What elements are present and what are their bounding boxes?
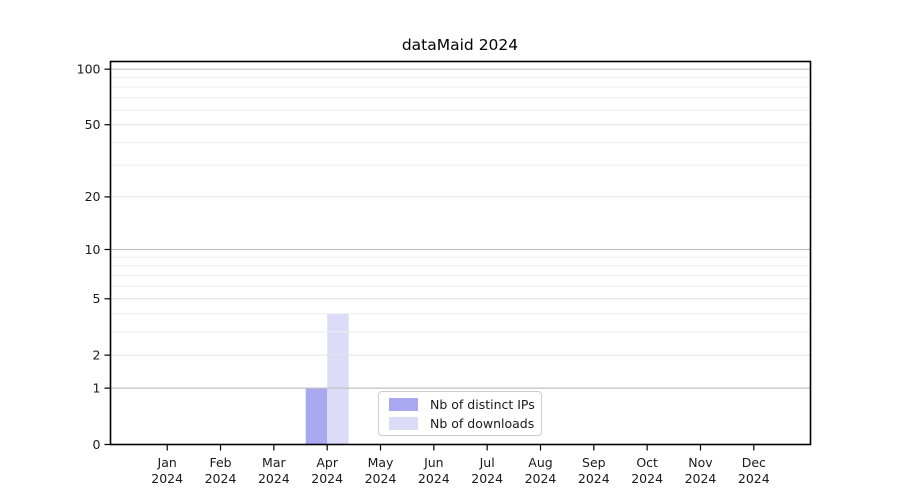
x-tick-label: Nov 2024 — [685, 455, 717, 486]
minor-gridlines — [110, 77, 811, 333]
x-tick-label: Jan 2024 — [151, 455, 183, 486]
x-tick-label: Aug 2024 — [525, 455, 557, 486]
x-tick-label: Oct 2024 — [631, 455, 663, 486]
x-tick-label: May 2024 — [365, 455, 397, 486]
legend-item-distinct-ips: Nb of distinct IPs — [379, 395, 541, 414]
major-gridlines — [110, 68, 811, 389]
y-tick-label: 50 — [85, 117, 101, 132]
legend-swatch-downloads — [389, 416, 418, 430]
legend-swatch-distinct-ips — [389, 397, 418, 411]
x-tick-label: Jun 2024 — [418, 455, 450, 486]
x-tick-label: Feb 2024 — [205, 455, 237, 486]
y-axis-ticks: 0 1 2 5 10 20 50 100 — [77, 61, 111, 452]
legend: Nb of distinct IPs Nb of downloads — [378, 391, 542, 436]
x-tick-label: Dec 2024 — [738, 455, 770, 486]
x-tick-label: Jul 2024 — [471, 455, 503, 486]
bar-nb-of-distinct-ips-apr — [305, 388, 328, 445]
bars — [305, 313, 349, 445]
y-tick-label: 2 — [93, 347, 101, 362]
legend-item-downloads: Nb of downloads — [379, 414, 541, 433]
x-tick-label: Mar 2024 — [258, 455, 290, 486]
legend-label-distinct-ips: Nb of distinct IPs — [430, 396, 535, 412]
plot-border — [109, 60, 812, 446]
labeled-minor-gridlines — [110, 124, 811, 356]
y-tick-label: 100 — [77, 61, 101, 76]
y-tick-label: 1 — [93, 380, 101, 395]
bar-nb-of-downloads-apr — [327, 313, 349, 445]
x-tick-label: Sep 2024 — [578, 455, 610, 486]
legend-label-downloads: Nb of downloads — [430, 415, 535, 431]
y-tick-label: 0 — [93, 437, 101, 452]
x-tick-label: Apr 2024 — [311, 455, 343, 486]
chart-title: dataMaid 2024 — [401, 36, 519, 54]
x-axis-ticks: Jan 2024 Feb 2024 Mar 2024 Apr 2024 May 2024 Jun 20… — [151, 444, 770, 486]
y-tick-label: 5 — [93, 291, 101, 306]
y-tick-label: 20 — [85, 189, 101, 204]
y-tick-label: 10 — [85, 242, 101, 257]
